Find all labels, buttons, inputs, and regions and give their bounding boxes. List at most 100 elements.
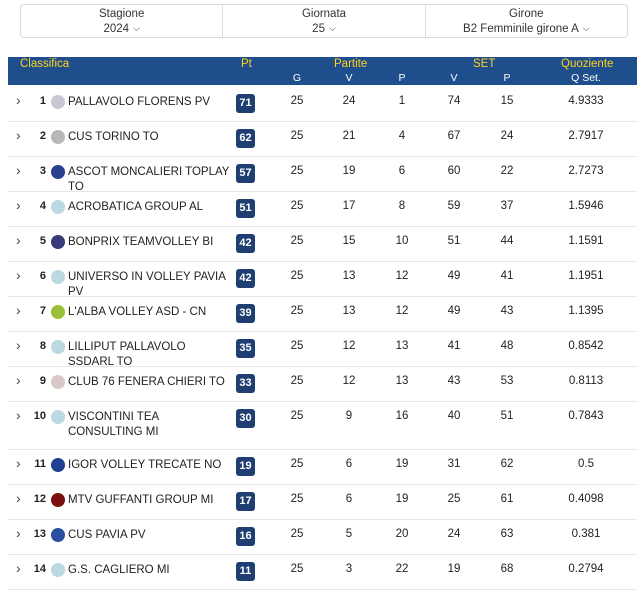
header-qset: Q Set. [571,72,601,84]
stat-g: 25 [290,528,304,540]
expand-arrow-icon[interactable]: › [16,92,21,108]
team-name[interactable]: VISCONTINI TEA CONSULTING MI [68,411,159,438]
team-name[interactable]: BONPRIX TEAMVOLLEY BI [68,236,214,248]
stat-sv: 59 [447,200,461,212]
expand-arrow-icon[interactable]: › [16,560,21,576]
stat-v: 13 [342,270,356,282]
expand-arrow-icon[interactable]: › [16,302,21,318]
team-name[interactable]: G.S. CAGLIERO MI [68,564,170,576]
team-name[interactable]: ASCOT MONCALIERI TOPLAY TO [68,166,230,193]
stat-p: 13 [395,340,409,352]
matchday-select[interactable]: Giornata 25 ⌵ [222,5,424,37]
stat-p: 4 [398,130,406,142]
table-row[interactable]: › 4 ACROBATICA GROUP AL 51 25 17 8 59 37 1.5946 [8,191,637,227]
points-badge: 42 [236,269,255,288]
stat-v: 17 [342,200,356,212]
stat-q: 0.2794 [568,563,604,575]
points-badge: 19 [236,457,255,476]
stat-q: 2.7917 [568,130,604,142]
stat-p: 12 [395,270,409,282]
expand-arrow-icon[interactable]: › [16,490,21,506]
table-row[interactable]: › 14 G.S. CAGLIERO MI 11 25 3 22 19 68 0.2794 [8,554,637,590]
season-value: 2024 [103,23,130,35]
stat-g: 25 [290,458,304,470]
stat-sv: 43 [447,375,461,387]
stat-q: 2.7273 [568,165,604,177]
team-name[interactable]: ACROBATICA GROUP AL [68,201,204,213]
team-logo-icon [51,95,65,109]
group-select[interactable]: Girone B2 Femminile girone A ⌵ [424,5,627,37]
stat-p: 12 [395,305,409,317]
stat-v: 13 [342,305,356,317]
expand-arrow-icon[interactable]: › [16,337,21,353]
row-position: 11 [34,458,46,470]
stat-p: 20 [395,528,409,540]
header-p: P [398,72,406,84]
expand-arrow-icon[interactable]: › [16,197,21,213]
expand-arrow-icon[interactable]: › [16,162,21,178]
row-position: 12 [33,493,46,505]
table-row[interactable]: › 5 BONPRIX TEAMVOLLEY BI 42 25 15 10 51 44 1.159… [8,226,637,262]
table-row[interactable]: › 7 L'ALBA VOLLEY ASD - CN 39 25 13 12 49 43 1.13… [8,296,637,332]
row-position: 4 [39,200,46,212]
table-row[interactable]: › 3 ASCOT MONCALIERI TOPLAY TO 57 25 19 6 60 22 2… [8,156,637,193]
table-row[interactable]: › 1 PALLAVOLO FLORENS PV 71 25 24 1 74 15 4.9333 [8,86,637,122]
table-row[interactable]: › 2 CUS TORINO TO 62 25 21 4 67 24 2.7917 [8,121,637,157]
header-classifica: Classifica [20,58,70,70]
team-logo-icon [51,305,65,319]
stat-v: 3 [345,563,353,575]
table-row[interactable]: › 10 VISCONTINI TEA CONSULTING MI 30 25 9 16 40… [8,401,637,450]
table-row[interactable]: › 6 UNIVERSO IN VOLLEY PAVIA PV 42 25 13 12 49 4… [8,261,637,298]
expand-arrow-icon[interactable]: › [16,455,21,471]
points-badge: 35 [236,339,255,358]
expand-arrow-icon[interactable]: › [16,127,21,143]
header-set: SET [473,58,496,70]
team-name[interactable]: LILLIPUT PALLAVOLO SSDARL TO [68,341,186,368]
table-row[interactable]: › 8 LILLIPUT PALLAVOLO SSDARL TO 35 25 12 13 41… [8,331,637,368]
team-name[interactable]: IGOR VOLLEY TRECATE NO [68,459,222,471]
season-select[interactable]: Stagione 2024 ⌵ [21,5,222,37]
points-badge: 33 [236,374,255,393]
stat-sv: 40 [447,410,461,422]
expand-arrow-icon[interactable]: › [16,232,21,248]
expand-arrow-icon[interactable]: › [16,372,21,388]
stat-g: 25 [290,130,304,142]
expand-arrow-icon[interactable]: › [16,267,21,283]
stat-sp: 37 [500,200,514,212]
group-label: Girone [509,8,544,20]
row-position: 13 [33,528,46,540]
stat-sp: 53 [500,375,514,387]
expand-arrow-icon[interactable]: › [16,525,21,541]
table-row[interactable]: › 11 IGOR VOLLEY TRECATE NO 19 25 6 19 31 62 0.5 [8,449,637,485]
team-name[interactable]: MTV GUFFANTI GROUP MI [68,494,214,506]
team-logo-icon [51,340,65,354]
expand-arrow-icon[interactable]: › [16,407,21,423]
table-row[interactable]: › 9 CLUB 76 FENERA CHIERI TO 33 25 12 13 43 53 0.… [8,366,637,402]
table-row[interactable]: › 12 MTV GUFFANTI GROUP MI 17 25 6 19 25 61 0.409… [8,484,637,520]
table-row[interactable]: › 13 CUS PAVIA PV 16 25 5 20 24 63 0.381 [8,519,637,555]
chevron-down-icon: ⌵ [582,23,590,33]
matchday-value: 25 [312,23,325,35]
team-name[interactable]: CUS TORINO TO [68,131,159,143]
stat-q: 1.1591 [568,235,604,247]
team-logo-icon [51,493,65,507]
stat-p: 1 [398,95,406,107]
stat-v: 21 [342,130,356,142]
stat-p: 8 [398,200,406,212]
header-set-p: P [503,72,511,84]
team-name[interactable]: UNIVERSO IN VOLLEY PAVIA PV [68,271,226,298]
stat-v: 12 [342,340,356,352]
stat-sp: 61 [500,493,514,505]
stat-g: 25 [290,410,304,422]
stat-p: 22 [395,563,409,575]
season-label: Stagione [98,8,145,20]
stat-sv: 49 [447,305,461,317]
team-name[interactable]: CLUB 76 FENERA CHIERI TO [68,376,225,388]
team-name[interactable]: CUS PAVIA PV [68,529,146,541]
team-logo-icon [51,375,65,389]
team-name[interactable]: L'ALBA VOLLEY ASD - CN [68,306,207,318]
stat-p: 19 [395,458,409,470]
team-name[interactable]: PALLAVOLO FLORENS PV [68,96,211,108]
filter-bar: Stagione 2024 ⌵ Giornata 25 ⌵ Girone B2 Fe… [20,4,628,38]
stat-q: 1.1951 [568,270,604,282]
